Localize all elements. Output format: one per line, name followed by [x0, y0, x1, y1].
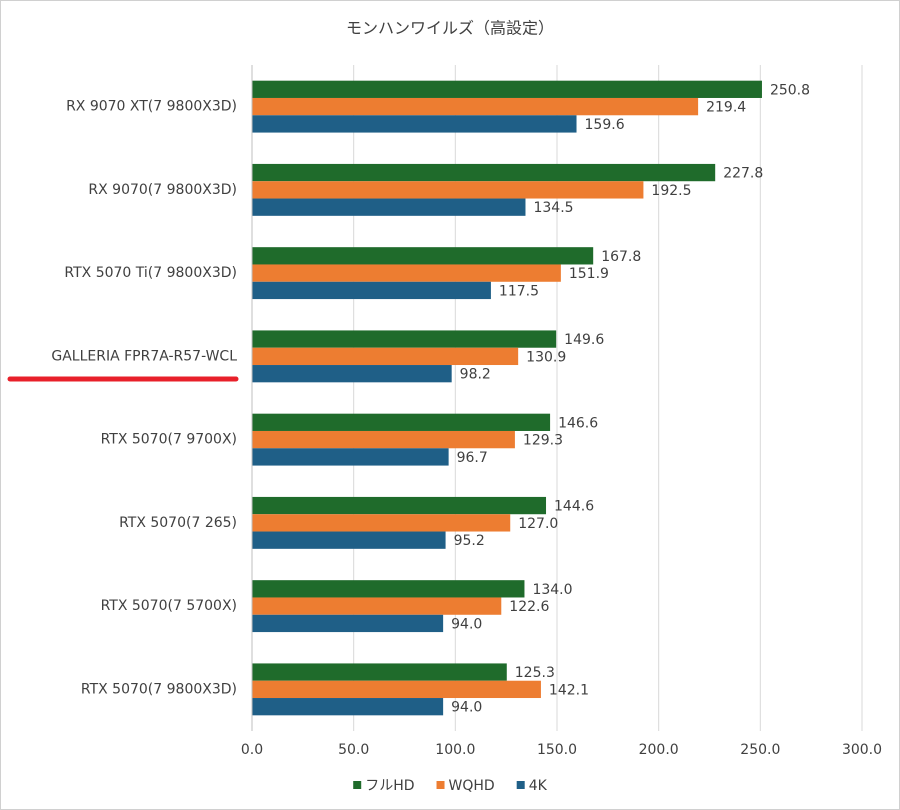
data-label: 219.4 — [706, 100, 746, 116]
bar — [252, 330, 557, 348]
legend-label: 4K — [529, 778, 548, 794]
x-tick-label: 200.0 — [639, 742, 679, 758]
bar — [252, 198, 526, 216]
bar — [252, 80, 762, 98]
bar — [252, 430, 515, 449]
data-label: 122.6 — [509, 599, 549, 615]
data-label: 250.8 — [770, 82, 810, 98]
data-label: 117.5 — [499, 283, 539, 299]
bar — [252, 247, 594, 265]
data-label: 192.5 — [651, 183, 691, 199]
bar — [252, 163, 716, 182]
bar — [252, 597, 502, 615]
data-label: 127.0 — [518, 516, 558, 532]
data-label: 94.0 — [451, 700, 482, 716]
legend-marker — [436, 781, 445, 789]
data-label: 227.8 — [723, 166, 763, 182]
legend-label: フルHD — [365, 778, 414, 794]
bar — [252, 663, 507, 681]
bar — [252, 347, 519, 366]
bar — [252, 531, 446, 549]
data-label: 134.0 — [532, 582, 572, 598]
y-tick-label: RTX 5070(7 265) — [119, 515, 237, 531]
data-label: 146.6 — [558, 415, 598, 431]
y-tick-label: RTX 5070 Ti(7 9800X3D) — [64, 265, 237, 281]
x-tick-label: 50.0 — [338, 742, 369, 758]
data-label: 151.9 — [569, 266, 609, 282]
data-label: 134.5 — [533, 200, 573, 216]
data-label: 129.3 — [523, 433, 563, 449]
data-label: 130.9 — [526, 349, 566, 365]
bar — [252, 680, 541, 699]
bar — [252, 614, 444, 633]
y-tick-label: GALLERIA FPR7A-R57-WCL — [51, 348, 237, 364]
x-tick-label: 150.0 — [537, 742, 577, 758]
x-tick-label: 0.0 — [241, 742, 263, 758]
data-label: 142.1 — [549, 682, 589, 698]
x-tick-label: 300.0 — [842, 742, 882, 758]
bar — [252, 698, 444, 716]
y-tick-label: RTX 5070(7 5700X) — [101, 598, 237, 614]
bar — [252, 496, 547, 515]
data-label: 167.8 — [601, 249, 641, 265]
bar — [252, 264, 561, 282]
data-label: 98.2 — [460, 367, 491, 383]
legend-label: WQHD — [449, 778, 495, 794]
data-label: 125.3 — [515, 665, 555, 681]
bar — [252, 281, 491, 300]
data-label: 159.6 — [585, 117, 625, 133]
legend-marker — [353, 781, 362, 789]
data-label: 96.7 — [457, 450, 488, 466]
bar — [252, 181, 644, 199]
y-tick-label: RTX 5070(7 9700X) — [101, 432, 237, 448]
y-tick-label: RTX 5070(7 9800X3D) — [81, 681, 237, 697]
bar — [252, 115, 577, 133]
bar — [252, 97, 699, 116]
data-label: 149.6 — [564, 332, 604, 348]
bar — [252, 413, 551, 431]
bar — [252, 514, 511, 532]
x-tick-label: 250.0 — [740, 742, 780, 758]
data-label: 144.6 — [554, 499, 594, 515]
bar — [252, 365, 452, 383]
y-tick-label: RX 9070 XT(7 9800X3D) — [66, 99, 237, 115]
x-tick-label: 100.0 — [435, 742, 475, 758]
chart-title: モンハンワイルズ（高設定） — [346, 19, 554, 38]
data-label: 94.0 — [451, 616, 482, 632]
bar — [252, 448, 449, 466]
y-tick-label: RX 9070(7 9800X3D) — [88, 182, 237, 198]
legend-marker — [516, 781, 525, 789]
bar — [252, 580, 525, 598]
data-label: 95.2 — [454, 533, 485, 549]
